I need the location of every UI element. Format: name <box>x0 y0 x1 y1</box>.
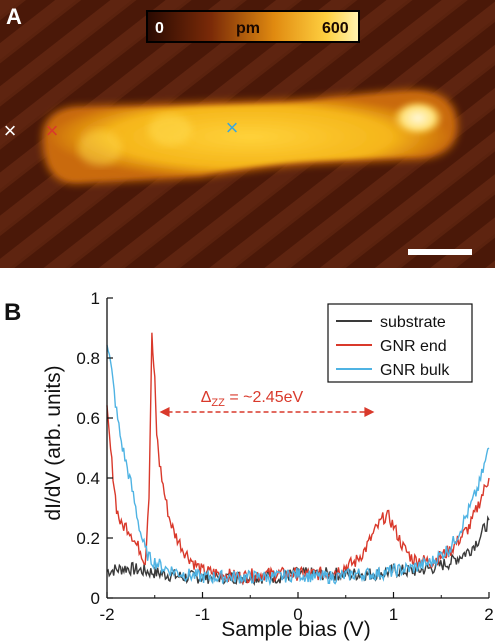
colorbar-max-label: 600 <box>322 20 349 37</box>
band-gap-arrowhead-left <box>159 407 170 417</box>
legend-label-gnr-end: GNR end <box>380 338 447 355</box>
x-tick-label: -1 <box>195 605 210 624</box>
x-tick-label: 1 <box>389 605 398 624</box>
gnr-bulk-position-marker: × <box>226 115 239 140</box>
y-tick-label: 0.6 <box>76 409 100 428</box>
y-tick-label: 0.8 <box>76 349 100 368</box>
band-gap-annotation: ΔZZ = ~2.45eV <box>159 389 375 417</box>
height-colorbar: 0 pm 600 <box>146 10 360 43</box>
panel-a-label: A <box>6 4 22 29</box>
y-tick-label: 0.4 <box>76 469 100 488</box>
graphene-nanoribbon <box>42 89 458 185</box>
y-tick-label: 0 <box>91 589 100 608</box>
gnr-end-position-marker: × <box>46 118 59 143</box>
series-line-gnr-bulk <box>106 344 490 586</box>
scale-bar <box>408 249 472 255</box>
axes-layer: -2 -1 0 1 2 0 0.2 0.4 0.6 0.8 1 <box>76 289 493 624</box>
y-axis-label: dI/dV (arb. units) <box>42 365 65 520</box>
y-tick-label: 1 <box>91 289 100 308</box>
legend-label-substrate: substrate <box>380 314 446 331</box>
x-tick-label: 2 <box>484 605 493 624</box>
x-axis-label: Sample bias (V) <box>221 618 370 641</box>
colorbar-unit-label: pm <box>236 20 260 37</box>
panel-b-label: B <box>4 299 21 326</box>
stm-topography-panel: A 0 pm 600 × × × <box>0 0 495 268</box>
chart-legend: substrate GNR end GNR bulk <box>327 303 473 383</box>
legend-label-gnr-bulk: GNR bulk <box>380 362 450 379</box>
didv-spectra-chart: B -2 -1 0 1 2 0 0.2 0.4 0.6 0.8 1 ΔZZ = ~2.45eV su… <box>4 289 494 641</box>
series-layer <box>106 332 490 587</box>
y-tick-label: 0.2 <box>76 529 100 548</box>
band-gap-label: ΔZZ = ~2.45eV <box>201 389 304 409</box>
substrate-position-marker: × <box>4 118 17 143</box>
colorbar-min-label: 0 <box>155 20 164 37</box>
x-tick-label: -2 <box>99 605 114 624</box>
x-tick-label: 0 <box>293 605 302 624</box>
band-gap-arrowhead-right <box>364 407 375 417</box>
